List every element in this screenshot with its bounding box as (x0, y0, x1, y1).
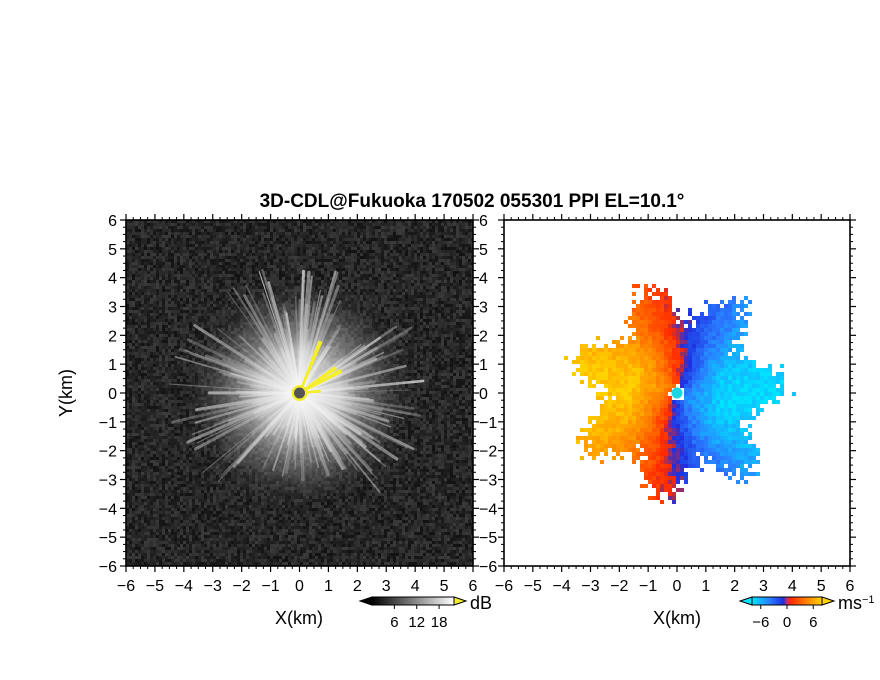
x-tick-label: 6 (846, 578, 855, 595)
radar-site-marker (294, 387, 305, 399)
x-tick-label: 5 (440, 578, 449, 595)
y-tick-label: 3 (108, 300, 117, 317)
x-tick-label: 4 (788, 578, 797, 595)
x-tick-label: −6 (117, 578, 135, 595)
colorbar-tick-label: 18 (431, 614, 448, 631)
colorbar-max-arrow (453, 596, 468, 606)
colorbar-gradient (371, 596, 455, 606)
y-tick-label-right: −2 (479, 444, 497, 461)
x-tick-label: −2 (233, 578, 251, 595)
y-tick-label-right: 5 (479, 242, 488, 259)
x-axis-label-left: X(km) (275, 608, 323, 628)
colorbar-unit: dB (470, 593, 492, 613)
y-tick-label: 0 (108, 386, 117, 403)
colorbar-tick-label: 6 (390, 614, 398, 631)
y-tick-label: 5 (108, 242, 117, 259)
x-axis-label-right: X(km) (653, 608, 701, 628)
y-tick-label: −5 (99, 530, 117, 547)
snr-axis-ticks: −6−6 −6−5−5 −5−4−4 −4−3−3 −3−2−2 −2−1−1 −100 01… (99, 213, 498, 595)
colorbar-min-arrow (358, 596, 373, 606)
y-tick-label: −3 (99, 473, 117, 490)
x-tick-label: −6 (495, 578, 513, 595)
y-tick-label: −2 (99, 444, 117, 461)
x-tick-label: −4 (553, 578, 571, 595)
y-tick-label: −1 (99, 415, 117, 432)
y-tick-label-right: −1 (479, 415, 497, 432)
y-tick-label-right: 3 (479, 300, 488, 317)
y-tick-label-right: 6 (479, 213, 488, 230)
x-tick-label: −5 (146, 578, 164, 595)
x-tick-label: −1 (639, 578, 657, 595)
snr-panel: −6−6 −6−5−5 −5−4−4 −4−3−3 −3−2−2 −2−1−1 −100 01… (56, 213, 497, 631)
x-tick-label: 3 (382, 578, 391, 595)
x-tick-label: −3 (581, 578, 599, 595)
y-tick-label-right: 0 (479, 386, 488, 403)
velocity-field (564, 284, 796, 504)
x-tick-label: 6 (469, 578, 478, 595)
velocity-panel: −6 −5 −4 −3 −2 −1 0 1 2 3 4 5 6 X(km) −6 0 6ms−1 (495, 214, 875, 631)
y-tick-label: 2 (108, 328, 117, 345)
colorbar-unit: ms−1 (838, 593, 875, 613)
x-tick-label: −4 (175, 578, 193, 595)
y-tick-label-right: 4 (479, 271, 488, 288)
colorbar-gradient (751, 596, 823, 606)
x-tick-label: −3 (204, 578, 222, 595)
x-tick-label: 2 (353, 578, 362, 595)
y-tick-label: 4 (108, 271, 117, 288)
velocity-colorbar: −6 0 6 ms−1 (738, 593, 875, 631)
y-tick-label-right: 1 (479, 357, 488, 374)
colorbar-tick-label: 6 (809, 614, 817, 631)
snr-overlay-streak (298, 340, 321, 395)
y-tick-label: −4 (99, 501, 117, 518)
x-tick-label: 0 (673, 578, 682, 595)
y-tick-label: 6 (108, 213, 117, 230)
colorbar-min-arrow (738, 596, 753, 606)
x-tick-label: −2 (610, 578, 628, 595)
x-tick-label: 5 (817, 578, 826, 595)
velocity-center-marker (671, 387, 683, 399)
x-tick-label: −1 (261, 578, 279, 595)
x-tick-label: 4 (411, 578, 420, 595)
y-axis-label: Y(km) (56, 369, 76, 417)
y-tick-label-right: −3 (479, 473, 497, 490)
y-tick-label-right: 2 (479, 328, 488, 345)
colorbar-tick-label: −6 (752, 614, 769, 631)
y-tick-label-right: −4 (479, 501, 497, 518)
x-tick-label: 1 (701, 578, 710, 595)
y-tick-label: 1 (108, 357, 117, 374)
velocity-axis-ticks: −6 −5 −4 −3 −2 −1 0 1 2 3 4 5 6 (495, 214, 856, 595)
y-tick-label-right: −6 (479, 559, 497, 576)
y-tick-label: −6 (99, 559, 117, 576)
chart-title: 3D-CDL@Fukuoka 170502 055301 PPI EL=10.1… (260, 191, 685, 212)
x-tick-label: −5 (524, 578, 542, 595)
x-tick-label: 1 (324, 578, 333, 595)
colorbar-max-arrow (821, 596, 836, 606)
x-tick-label: 3 (759, 578, 768, 595)
y-tick-label-right: −5 (479, 530, 497, 547)
x-tick-label: 0 (295, 578, 304, 595)
colorbar-tick-label: 12 (408, 614, 425, 631)
x-tick-label: 2 (730, 578, 739, 595)
snr-colorbar: 6 12 18 dB (358, 593, 492, 631)
colorbar-unit-exponent: −1 (862, 594, 875, 606)
colorbar-tick-label: 0 (783, 614, 791, 631)
